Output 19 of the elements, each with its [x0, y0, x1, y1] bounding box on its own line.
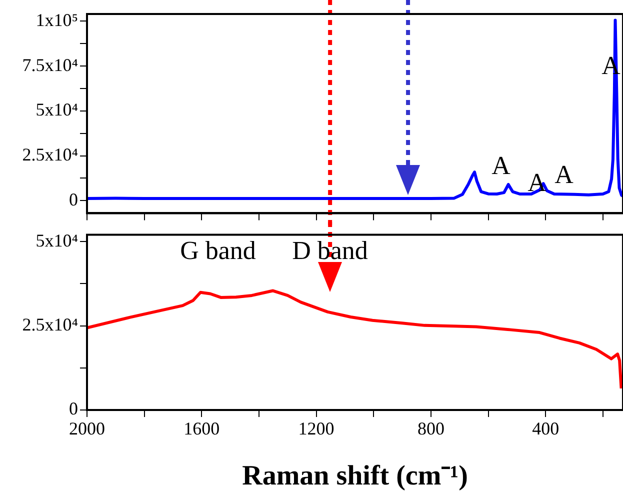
y-tick-label: 2.5x10⁴ — [22, 314, 78, 335]
x-axis-title: Raman shift (cm⁻¹) — [242, 460, 468, 492]
annotation: D band — [292, 236, 368, 265]
x-tick-label: 2000 — [69, 418, 105, 439]
y-tick-label: 5x10⁴ — [36, 100, 78, 120]
x-tick-label: 400 — [532, 418, 560, 439]
x-tick-label: 1200 — [298, 418, 334, 439]
x-tick-label: 1600 — [184, 418, 220, 439]
y-tick-label: 0 — [69, 189, 78, 210]
y-tick-label: 7.5x10⁴ — [22, 54, 78, 75]
y-tick-label: 0 — [69, 398, 78, 419]
annotation: A — [528, 168, 547, 197]
annotation: A — [492, 150, 511, 180]
y-tick-label: 1x10⁵ — [36, 10, 78, 30]
y-tick-label: 5x10⁴ — [36, 230, 78, 250]
annotation: G band — [180, 236, 256, 265]
x-tick-label: 800 — [417, 418, 444, 439]
y-tick-label: 2.5x10⁴ — [22, 144, 78, 165]
annotation: A — [554, 160, 574, 189]
